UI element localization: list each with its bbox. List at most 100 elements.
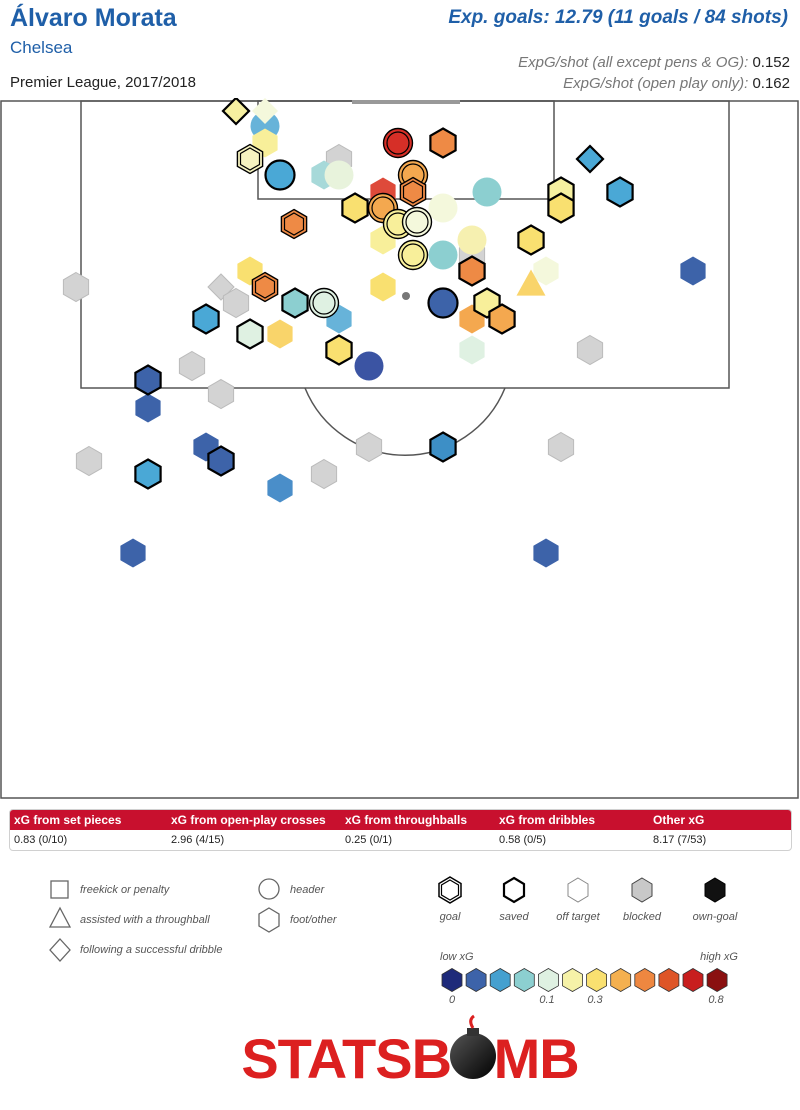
shot-marker: [267, 473, 293, 503]
shot-marker-body: [472, 177, 502, 207]
shot-marker: [178, 350, 206, 382]
shot-marker-body: [341, 192, 369, 224]
scale-swatch: [634, 968, 656, 992]
shot-marker-body: [251, 271, 279, 303]
shot-marker-body: [533, 538, 559, 568]
scale-tick-1: 0.1: [539, 994, 554, 1005]
bomb-cap-icon: [467, 1028, 479, 1036]
shot-marker-body: [370, 272, 396, 302]
shot-marker-body: [207, 378, 235, 410]
shot-marker: [120, 538, 146, 568]
xg-per-shot-all-label: ExpG/shot (all except pens & OG):: [518, 54, 749, 71]
shot-marker: [458, 255, 486, 287]
shot-marker-body: [236, 318, 264, 350]
summary-value-throughballs: 0.25 (0/1): [345, 834, 393, 846]
scale-tick-0: 0: [449, 994, 456, 1005]
shot-marker: [680, 256, 706, 286]
scale-swatch: [441, 968, 463, 992]
shot-marker-body: [192, 303, 220, 335]
shot-marker-body: [547, 192, 575, 224]
shot-marker-body: [457, 225, 487, 255]
legend-goal-label: goal: [440, 911, 461, 923]
shot-marker: [236, 143, 264, 175]
shot-marker-body: [459, 335, 485, 365]
goal-hexagon-inner-icon: [440, 879, 460, 901]
shot-marker-body: [427, 287, 459, 319]
shot-marker-body: [120, 538, 146, 568]
shot-marker-body: [221, 98, 251, 126]
shot-marker: [308, 287, 340, 319]
summary-header-dribbles: xG from dribbles: [499, 813, 596, 827]
scale-swatch: [465, 968, 487, 992]
shot-marker-body: [533, 256, 559, 286]
circle-icon: [258, 878, 280, 900]
xg-per-shot-all-value: 0.152: [752, 54, 790, 71]
shot-marker-body: [308, 287, 340, 319]
shot-marker-body: [355, 431, 383, 463]
shot-marker: [75, 445, 103, 477]
shot-marker-body: [576, 334, 604, 366]
legend-foot-label: foot/other: [290, 914, 338, 926]
scale-swatch: [562, 968, 583, 992]
pitch-lines: [0, 100, 799, 799]
shot-marker: [355, 431, 383, 463]
penalty-arc: [304, 387, 506, 456]
scale-swatch: [489, 968, 511, 992]
shot-marker: [221, 98, 251, 126]
shot-marker-body: [252, 98, 278, 124]
shot-marker-body: [354, 351, 384, 381]
shot-marker: [547, 431, 575, 463]
shot-marker: [281, 287, 309, 319]
shot-marker: [252, 98, 278, 124]
shot-marker-body: [680, 256, 706, 286]
shot-marker-body: [458, 255, 486, 287]
legend-freekick-label: freekick or penalty: [80, 884, 171, 896]
legend-high-xg-label: high xG: [700, 951, 738, 963]
shot-map: [0, 98, 799, 799]
goal-ring: [254, 275, 276, 299]
summary-value-crosses: 2.96 (4/15): [171, 834, 225, 846]
shot-marker-body: [280, 208, 308, 240]
expected-goals-total: Exp. goals: 12.79 (11 goals / 84 shots): [448, 7, 788, 28]
shot-marker-body: [517, 224, 545, 256]
shot-marker-body: [397, 239, 429, 271]
shot-marker-body: [222, 287, 250, 319]
shot-marker: [134, 458, 162, 490]
shot-marker-body: [267, 473, 293, 503]
xg-color-scale: [441, 968, 728, 992]
xg-per-shot-open-play: ExpG/shot (open play only): 0.162: [563, 75, 790, 92]
bomb-fuse-icon: [469, 1014, 475, 1029]
xg-per-shot-open-play-value: 0.162: [752, 75, 790, 92]
shot-marker: [236, 318, 264, 350]
goal-ring: [402, 180, 424, 204]
scale-swatch: [682, 968, 704, 992]
legend-header-label: header: [290, 884, 326, 896]
shot-marker: [207, 378, 235, 410]
scale-swatch: [658, 968, 680, 992]
shot-marker: [517, 224, 545, 256]
pitch-outline: [0, 100, 799, 799]
shot-marker-body: [310, 458, 338, 490]
shot-marker-body: [382, 127, 414, 159]
scale-swatch: [610, 968, 632, 992]
goal-ring: [371, 196, 395, 220]
scale-tick-2: 0.3: [587, 994, 603, 1005]
shot-marker: [324, 160, 354, 190]
shot-marker: [533, 256, 559, 286]
shot-marker-body: [62, 271, 90, 303]
shot-marker: [399, 176, 427, 208]
summary-value-dribbles: 0.58 (0/5): [499, 834, 547, 846]
shot-marker: [62, 271, 90, 303]
shot-marker: [429, 431, 457, 463]
scale-tick-3: 0.8: [708, 994, 724, 1005]
shot-marker: [533, 538, 559, 568]
saved-hexagon-icon: [502, 876, 526, 904]
shot-marker: [251, 271, 279, 303]
shot-marker-body: [134, 458, 162, 490]
scale-swatch: [586, 968, 607, 992]
hexagon-icon: [258, 907, 280, 933]
blocked-hexagon-icon: [631, 877, 653, 903]
goal-ring: [239, 147, 261, 171]
summary-header-row: xG from set pieces xG from open-play cro…: [10, 810, 791, 830]
bomb-icon: [450, 1033, 496, 1079]
